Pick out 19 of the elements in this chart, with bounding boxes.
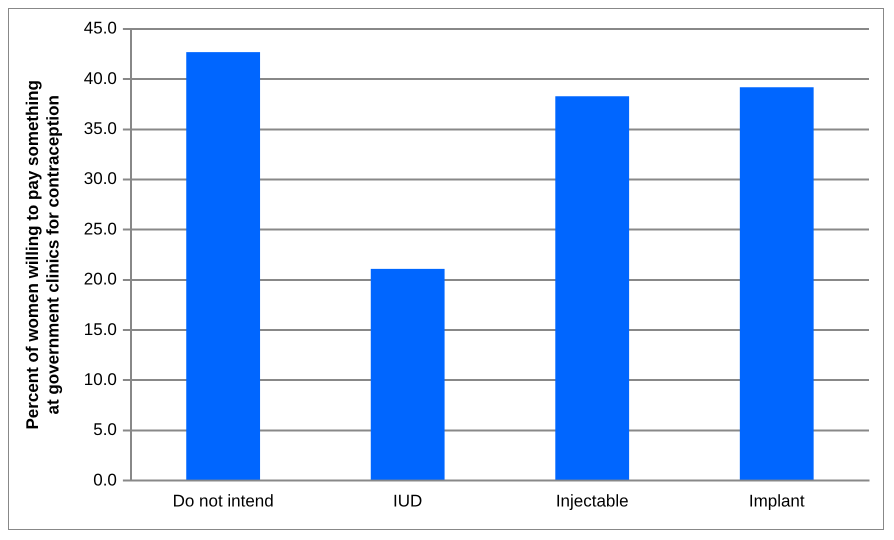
y-tick-label: 5.0 <box>93 420 117 440</box>
y-tick-label: 40.0 <box>84 68 117 88</box>
bar <box>186 52 260 480</box>
bar <box>555 96 630 480</box>
y-tick-label: 25.0 <box>84 219 117 238</box>
y-tick-label: 15.0 <box>84 320 117 339</box>
x-tick-label: Do not intend <box>172 491 274 510</box>
x-tick-label: Implant <box>748 491 805 510</box>
x-tick-label: Injectable <box>556 491 629 510</box>
y-axis-title: Percent of women willing to pay something at government clinics for contraception <box>22 80 62 430</box>
y-tick-label: 20.0 <box>84 270 117 289</box>
x-tick-label: IUD <box>393 491 422 510</box>
y-tick-label: 35.0 <box>84 119 117 138</box>
y-tick-label: 10.0 <box>84 370 117 389</box>
y-tick-label: 0.0 <box>93 470 117 490</box>
bar <box>740 87 814 480</box>
y-tick-label: 45.0 <box>84 18 117 38</box>
bar <box>370 268 445 480</box>
y-tick-label: 30.0 <box>84 169 117 188</box>
